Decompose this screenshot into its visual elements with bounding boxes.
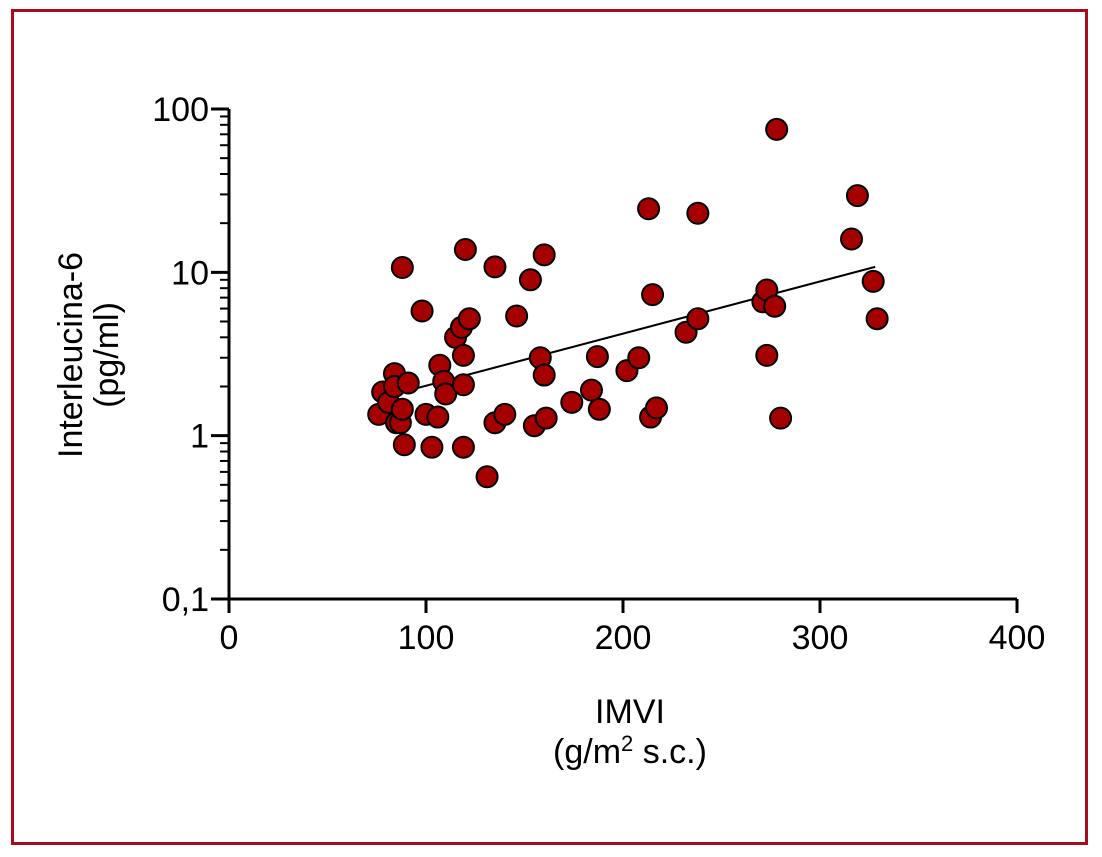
data-point	[451, 435, 475, 459]
y-tick-label: 0,1	[162, 581, 209, 619]
x-tick-label: 400	[989, 619, 1046, 657]
data-point	[453, 237, 477, 261]
data-point	[410, 299, 434, 323]
data-point	[493, 402, 517, 426]
data-point	[840, 227, 864, 251]
data-point	[518, 268, 542, 292]
x-tick-label: 200	[595, 619, 652, 657]
y-tick-label: 100	[152, 91, 209, 129]
data-point	[392, 433, 416, 457]
data-point	[861, 269, 885, 293]
y-tick-label: 1	[190, 418, 209, 456]
trendline	[402, 265, 876, 393]
data-point	[755, 343, 779, 367]
data-point	[483, 255, 507, 279]
axes	[227, 109, 1017, 601]
data-point	[434, 382, 458, 406]
data-point	[765, 117, 789, 141]
data-point	[390, 256, 414, 280]
x-axis-unit-superscript: 2	[621, 731, 633, 756]
x-tick-label: 300	[792, 619, 849, 657]
trendline-group	[402, 265, 876, 393]
y-axis-title: Interleucina-6	[52, 252, 90, 458]
data-point	[686, 201, 710, 225]
data-point	[763, 294, 787, 318]
y-tick-label: 10	[171, 254, 209, 292]
data-point	[451, 373, 475, 397]
data-point	[420, 435, 444, 459]
data-point	[644, 396, 668, 420]
data-point	[426, 405, 450, 429]
data-point	[390, 397, 414, 421]
data-point	[686, 307, 710, 331]
data-point	[627, 346, 651, 370]
x-tick-label: 0	[220, 619, 239, 657]
data-point	[845, 184, 869, 208]
data-point	[585, 345, 609, 369]
data-point	[505, 304, 529, 328]
data-point	[457, 307, 481, 331]
y-ticks: 0,1 1 10 100	[152, 91, 229, 619]
data-point	[769, 406, 793, 430]
data-point	[587, 397, 611, 421]
y-minor-ticks	[220, 115, 229, 551]
data-point	[532, 243, 556, 267]
data-point	[579, 378, 603, 402]
data-point	[560, 390, 584, 414]
data-point	[475, 465, 499, 489]
data-points	[367, 117, 889, 489]
data-point	[396, 371, 420, 395]
x-tick-label: 100	[398, 619, 455, 657]
data-point	[637, 197, 661, 221]
y-axis-unit: (pg/ml)	[88, 302, 126, 408]
data-point	[865, 307, 889, 331]
x-axis-title: IMVI	[595, 693, 665, 731]
data-point	[534, 406, 558, 430]
x-ticks: 0 100 200 300 400	[220, 599, 1046, 657]
data-point	[451, 343, 475, 367]
data-point	[641, 283, 665, 307]
data-point	[532, 363, 556, 387]
x-axis-unit: (g/m2 s.c.)	[553, 731, 707, 772]
